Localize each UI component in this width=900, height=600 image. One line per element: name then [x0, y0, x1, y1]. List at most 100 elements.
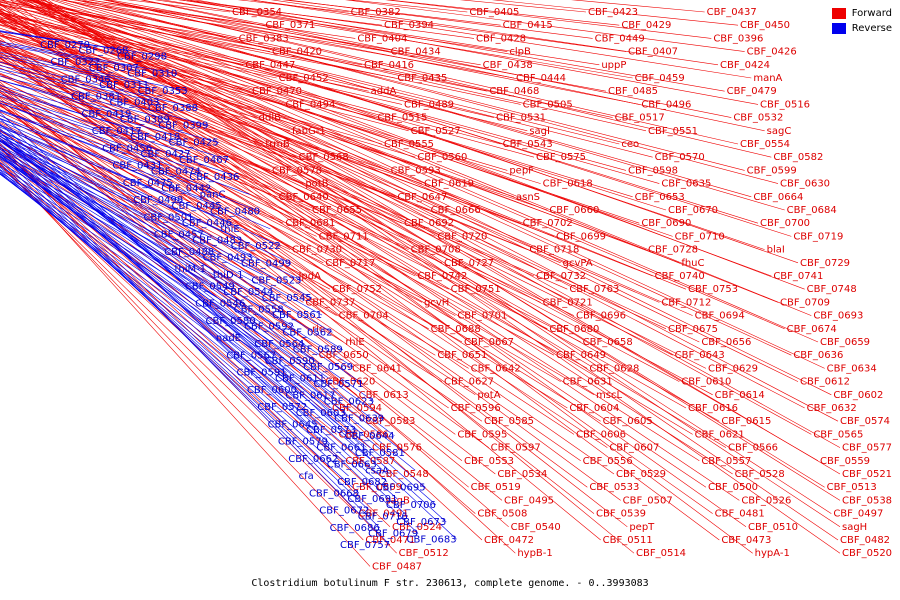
forward-leader-line — [0, 2, 740, 501]
reverse-feature-label: CBF_0310 — [127, 69, 177, 80]
forward-leader-line — [0, 97, 483, 541]
forward-feature-label: CBF_0684 — [787, 205, 837, 216]
forward-feature-label: CBF_0539 — [596, 509, 646, 520]
reverse-feature-label: CBF_0706 — [386, 500, 436, 511]
forward-feature-label: fhuC — [681, 258, 704, 269]
forward-leader-line — [0, 85, 311, 211]
forward-leader-line — [0, 111, 291, 250]
forward-leader-line — [0, 55, 396, 198]
reverse-leader-line — [0, 173, 308, 408]
reverse-feature-label: CBF_0545 — [262, 293, 312, 304]
reverse-leader-line — [0, 173, 298, 391]
reverse-feature-label: CBF_0483 — [192, 235, 242, 246]
forward-leader-line — [250, 0, 752, 79]
forward-feature-label: CBF_0742 — [417, 271, 467, 282]
reverse-feature-label: CBF_0567 — [226, 350, 276, 361]
forward-feature-label: sagC — [767, 126, 792, 137]
forward-feature-label: CBF_0415 — [503, 20, 553, 31]
forward-feature-label: CBF_0610 — [681, 377, 731, 388]
reverse-leader-line — [0, 125, 292, 264]
forward-leader-line — [0, 32, 635, 554]
forward-feature-label: CBF_0568 — [299, 152, 349, 163]
forward-feature-label: CBF_0416 — [364, 60, 414, 71]
reverse-feature-label: CBF_0569 — [303, 362, 353, 373]
forward-leader-line — [0, 47, 588, 369]
forward-feature-label: trmB — [265, 139, 290, 150]
reverse-feature-label: CBF_0716 — [358, 511, 408, 522]
reverse-leader-line — [0, 129, 302, 281]
forward-leader-line — [0, 91, 483, 422]
forward-leader-line — [35, 0, 841, 448]
forward-feature-label: CBF_0702 — [523, 218, 573, 229]
reverse-feature-label: panC — [200, 189, 226, 200]
reverse-feature-label: CBF_0457 — [154, 230, 204, 241]
forward-feature-label: CBF_0763 — [569, 284, 619, 295]
forward-leader-line — [37, 0, 832, 514]
forward-feature-label: CBF_0494 — [285, 99, 335, 110]
reverse-leader-line — [0, 156, 326, 379]
forward-feature-label: CBF_0505 — [523, 99, 573, 110]
reverse-leader-line — [0, 130, 243, 241]
forward-feature-label: CBF_0688 — [431, 324, 481, 335]
forward-feature-label: CBF_0468 — [489, 86, 539, 97]
reverse-leader-line — [0, 172, 287, 373]
forward-feature-label: CBF_0559 — [820, 456, 870, 467]
forward-leader-line — [0, 56, 581, 462]
forward-feature-label: CBF_0751 — [451, 284, 501, 295]
forward-feature-label: CBF_0512 — [399, 548, 449, 559]
forward-feature-label: CBF_0650 — [319, 350, 369, 361]
forward-feature-label: CBF_0517 — [615, 113, 665, 124]
reverse-leader-line — [0, 135, 323, 316]
reverse-feature-label: CBF_0757 — [340, 540, 390, 551]
reverse-feature-label: csaA — [365, 465, 389, 476]
reverse-leader-line — [0, 128, 426, 488]
forward-leader-line — [63, 0, 785, 211]
forward-feature-label: CBF_0719 — [793, 231, 843, 242]
reverse-leader-line — [0, 151, 295, 327]
reverse-feature-label: CBF_0425 — [169, 138, 219, 149]
forward-leader-line — [75, 0, 745, 171]
reverse-feature-label: CBF_0353 — [138, 86, 188, 97]
reverse-feature-label: CBF_0446 — [182, 218, 232, 229]
forward-leader-line — [0, 81, 516, 554]
forward-feature-label: CBF_0543 — [503, 139, 553, 150]
forward-leader-line — [47, 0, 841, 554]
reverse-leader-line — [0, 139, 343, 350]
forward-feature-label: gcvH — [424, 297, 449, 308]
reverse-feature-label: CBF_0561 — [272, 310, 322, 321]
forward-feature-label: clpB — [509, 47, 531, 58]
reverse-feature-label: CBF_0695 — [376, 483, 426, 494]
forward-leader-line — [0, 45, 581, 343]
forward-leader-line — [39, 0, 841, 501]
forward-feature-label: CBF_0752 — [332, 284, 382, 295]
forward-leader-line — [0, 37, 628, 528]
forward-feature-label: CBF_0491 — [359, 509, 409, 520]
forward-leader-line — [35, 0, 805, 290]
forward-leader-line — [0, 13, 403, 105]
forward-leader-line — [0, 3, 720, 541]
forward-feature-label: CBF_0696 — [576, 311, 626, 322]
forward-leader-line — [0, 18, 541, 184]
reverse-leader-line — [0, 146, 388, 483]
forward-feature-label: CBF_0607 — [609, 443, 659, 454]
forward-feature-label: mscL — [596, 390, 622, 401]
forward-feature-label: CBF_0578 — [272, 165, 322, 176]
forward-leader-line — [0, 57, 561, 382]
forward-feature-label: CBF_0524 — [392, 522, 442, 533]
forward-feature-label: CBF_0482 — [840, 535, 890, 546]
forward-feature-label: CBF_0670 — [668, 205, 718, 216]
forward-leader-line — [0, 87, 469, 369]
reverse-leader-line — [0, 102, 250, 195]
reverse-feature-label: CBF_0389 — [120, 115, 170, 126]
forward-feature-label: CBF_0718 — [529, 245, 579, 256]
forward-feature-label: CBF_0721 — [543, 297, 593, 308]
reverse-feature-label: CBF_0571 — [313, 379, 363, 390]
forward-leader-line — [0, 122, 337, 316]
forward-feature-label: CBF_0628 — [589, 363, 639, 374]
forward-feature-label: CBF_0423 — [588, 7, 638, 18]
forward-leader-line — [0, 3, 528, 132]
forward-leader-line — [0, 46, 601, 541]
forward-feature-label: CBF_0529 — [616, 469, 666, 480]
reverse-leader-line — [0, 137, 395, 437]
